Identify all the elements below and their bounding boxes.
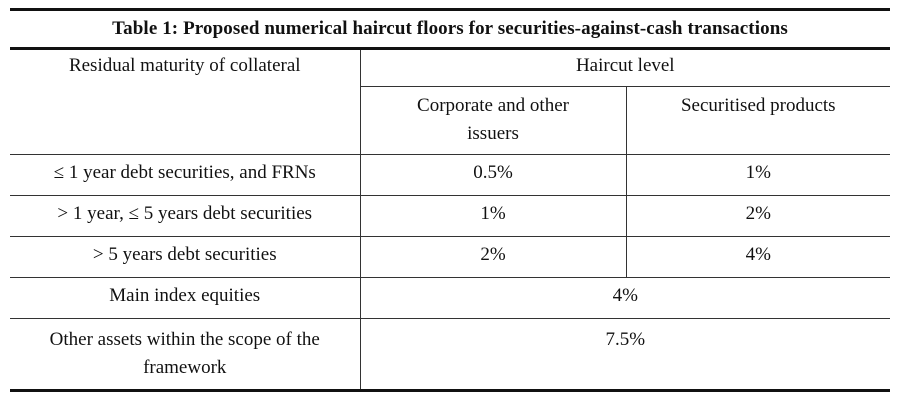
haircut-floors-table: Table 1: Proposed numerical haircut floo… — [10, 8, 891, 392]
other-label-line2: framework — [143, 357, 227, 378]
corporate-header-line1: Corporate and other — [417, 95, 569, 116]
table-row: > 5 years debt securities 2% 4% — [10, 236, 891, 278]
corporate-header-line2: issuers — [467, 123, 519, 144]
equities-value: 4% — [360, 277, 891, 319]
securitised-value: 4% — [626, 236, 891, 278]
row-label: Other assets within the scope of the fra… — [10, 318, 361, 392]
subheader-row: Corporate and other issuers Securitised … — [10, 86, 891, 155]
table-row-equities: Main index equities 4% — [10, 277, 891, 319]
corporate-value: 0.5% — [360, 154, 627, 196]
table-title: Table 1: Proposed numerical haircut floo… — [10, 8, 891, 50]
row-label: Main index equities — [10, 277, 361, 319]
table-row-other-assets: Other assets within the scope of the fra… — [10, 318, 891, 392]
header-row: Residual maturity of collateral Haircut … — [10, 48, 891, 155]
securitised-value: 2% — [626, 195, 891, 237]
table-row: ≤ 1 year debt securities, and FRNs 0.5% … — [10, 154, 891, 196]
table-row: > 1 year, ≤ 5 years debt securities 1% 2… — [10, 195, 891, 237]
securitised-header: Securitised products — [626, 86, 891, 155]
table-title-row: Table 1: Proposed numerical haircut floo… — [10, 8, 891, 50]
row-label: > 1 year, ≤ 5 years debt securities — [10, 195, 361, 237]
corporate-header: Corporate and other issuers — [360, 86, 627, 155]
corporate-value: 1% — [360, 195, 627, 237]
row-label: ≤ 1 year debt securities, and FRNs — [10, 154, 361, 196]
other-label-line1: Other assets within the scope of the — [49, 329, 320, 350]
row-label: > 5 years debt securities — [10, 236, 361, 278]
residual-maturity-header: Residual maturity of collateral — [10, 48, 361, 155]
securitised-value: 1% — [626, 154, 891, 196]
other-assets-value: 7.5% — [360, 318, 891, 392]
corporate-value: 2% — [360, 236, 627, 278]
haircut-level-header: Haircut level — [360, 48, 891, 87]
